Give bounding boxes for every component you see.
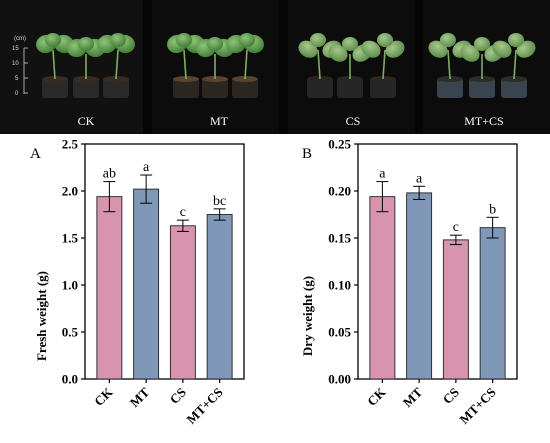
x-tick-label: MT+CS — [456, 385, 498, 427]
plant-leaf — [492, 40, 512, 58]
plant-leaf — [342, 37, 358, 51]
x-tick-label: MT — [127, 384, 153, 410]
plant-leaf — [176, 33, 192, 47]
fresh-weight-chart: A Fresh weight (g) 0.0 0.5 1.0 1.5 2.0 2.5 ab C… — [30, 137, 245, 427]
x-tick-label: CK — [364, 384, 389, 409]
x-tick-label: CS — [167, 385, 189, 407]
plant-leaf — [508, 33, 524, 47]
plant-leaf — [361, 40, 381, 58]
plant-pot — [42, 78, 68, 98]
panel-letter-b: B — [302, 146, 312, 162]
significance-label: c — [453, 220, 459, 235]
photo-panel-ck — [0, 0, 143, 134]
y-tick-label: 0.10 — [328, 278, 351, 293]
y-tick-label: 1.0 — [62, 278, 78, 293]
plant-stem — [244, 49, 248, 80]
y-tick-label: 1.5 — [62, 231, 79, 246]
significance-label: a — [416, 171, 423, 186]
significance-label: a — [379, 167, 386, 182]
photo-label-mt: MT — [210, 114, 229, 128]
y-tick-label: 0.20 — [328, 184, 351, 199]
plant-leaf — [474, 37, 490, 51]
photo-label-ck: CK — [78, 114, 95, 128]
scale-tick-10: 10 — [12, 61, 19, 67]
plant-pot — [337, 78, 363, 98]
plant-leaf — [239, 33, 255, 47]
panel-letter-a: A — [30, 146, 41, 162]
bar-cs — [169, 225, 196, 380]
plant-leaf — [460, 44, 480, 62]
plant-pot — [307, 78, 333, 98]
plant-pot — [437, 78, 463, 98]
plant-leaf — [110, 33, 126, 47]
y-axis-label-b: Dry weight (g) — [300, 276, 315, 356]
plant-stem — [513, 49, 517, 80]
plant-stem — [183, 49, 187, 80]
scale-bar: (cm) 15 10 5 0 — [12, 36, 28, 97]
x-tick-label: MT — [400, 384, 426, 410]
y-axis-label-a: Fresh weight (g) — [34, 271, 49, 361]
bar-ck — [96, 196, 123, 380]
plant-pot — [232, 78, 258, 98]
y-tick-label: 2.5 — [62, 137, 79, 152]
plant-seedlings — [36, 33, 536, 98]
plant-pot — [103, 78, 129, 98]
plant-stem — [317, 49, 321, 80]
significance-label: b — [489, 202, 496, 217]
bar-mt-cs — [206, 214, 233, 380]
plant-photo-strip: (cm) 15 10 5 0 CK MT CS MT+CS — [0, 0, 550, 134]
plant-pot — [73, 78, 99, 98]
photo-label-cs: CS — [346, 114, 361, 128]
x-tick-label: CK — [91, 384, 116, 409]
bar-mt-cs — [479, 227, 506, 380]
plant-pot — [501, 78, 527, 98]
plant-leaf — [310, 33, 326, 47]
scale-tick-15: 15 — [12, 46, 19, 52]
plot-frame — [84, 143, 245, 380]
y-tick-label: 0.05 — [328, 325, 351, 340]
plant-stem — [382, 49, 386, 80]
bar-mt — [406, 192, 433, 380]
y-tick-label: 0.00 — [328, 372, 351, 387]
plant-leaf — [440, 33, 456, 47]
photo-panel-mtcs — [423, 0, 550, 134]
plant-leaf — [328, 44, 348, 62]
x-tick-label: CS — [440, 385, 462, 407]
plant-leaf — [377, 33, 393, 47]
significance-label: a — [143, 160, 150, 175]
significance-label: bc — [213, 194, 226, 209]
plant-pot — [173, 78, 199, 98]
significance-label: c — [180, 205, 186, 220]
plot-area-b: 0.00 0.05 0.10 0.15 0.20 0.25 a CK a MT c CS b MT+CS — [328, 137, 518, 427]
plant-stem — [52, 49, 56, 80]
x-tick-label: MT+CS — [183, 385, 225, 427]
plant-pot — [370, 78, 396, 98]
photo-panel-cs — [288, 0, 415, 134]
plant-stem — [115, 49, 119, 80]
y-tick-label: 0.0 — [62, 372, 78, 387]
bar-mt — [133, 188, 160, 380]
bar-ck — [369, 196, 396, 380]
plot-area-a: 0.0 0.5 1.0 1.5 2.0 2.5 ab CK a MT c CS bc MT+CS — [62, 137, 245, 427]
scale-tick-0: 0 — [15, 91, 19, 97]
y-tick-label: 2.0 — [62, 184, 78, 199]
y-tick-label: 0.5 — [62, 325, 79, 340]
y-tick-label: 0.15 — [328, 231, 351, 246]
plot-frame — [357, 143, 518, 380]
plant-pot — [469, 78, 495, 98]
scale-tick-5: 5 — [15, 76, 19, 82]
y-tick-label: 0.25 — [328, 137, 351, 152]
bar-cs — [442, 239, 469, 380]
scale-unit: (cm) — [14, 36, 26, 42]
plant-pot — [202, 78, 228, 98]
plant-stem — [447, 49, 451, 80]
photo-label-mtcs: MT+CS — [464, 114, 503, 128]
plant-leaf — [207, 37, 223, 51]
significance-label: ab — [103, 167, 116, 182]
plant-leaf — [45, 33, 61, 47]
plant-leaf — [78, 37, 94, 51]
dry-weight-chart: B Dry weight (g) 0.00 0.05 0.10 0.15 0.20 0.2… — [300, 137, 518, 427]
